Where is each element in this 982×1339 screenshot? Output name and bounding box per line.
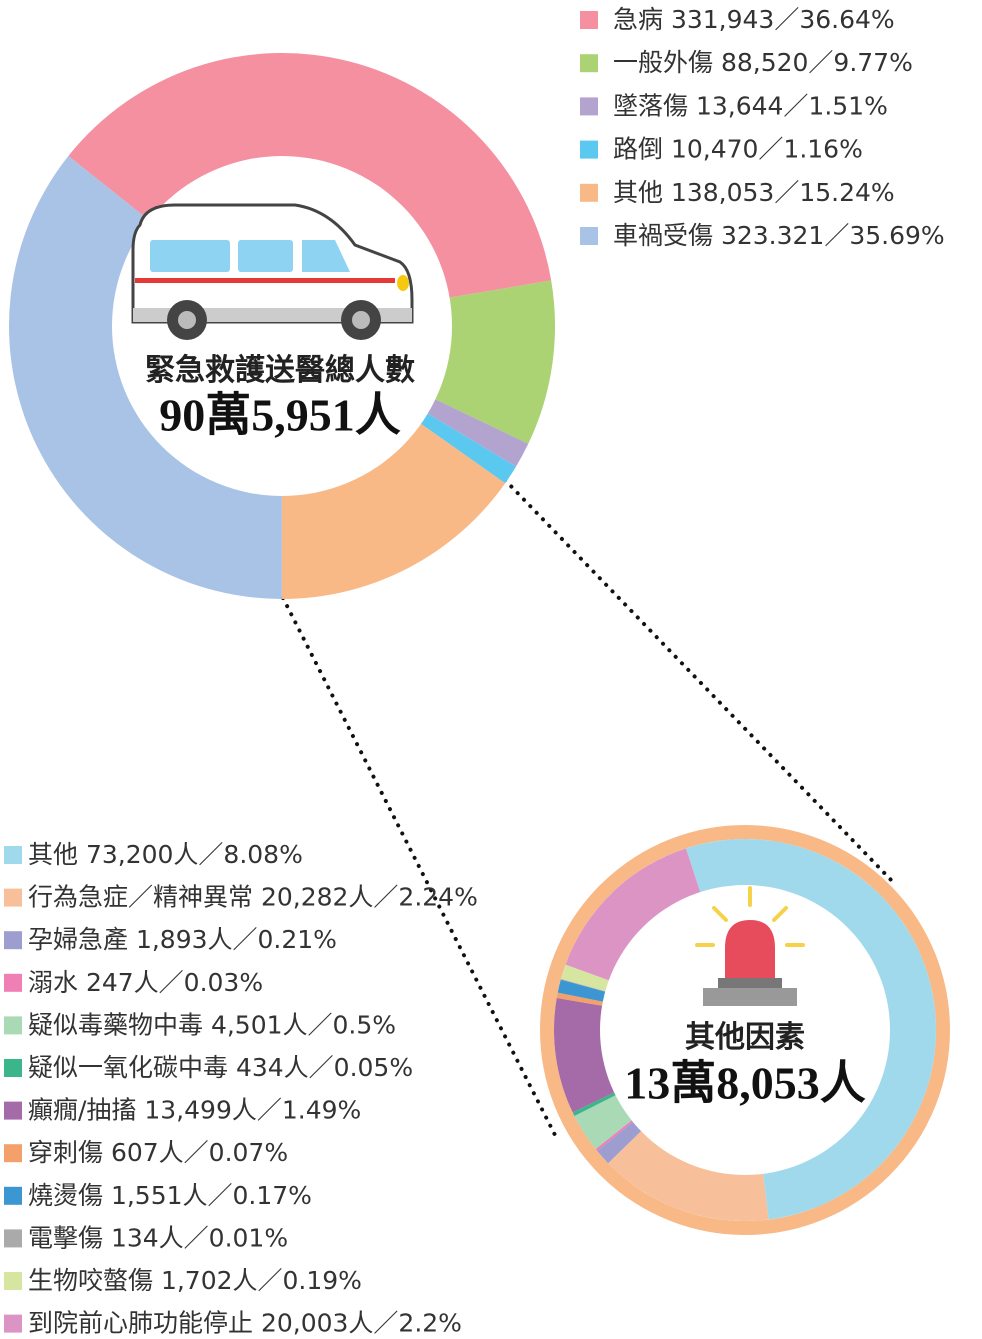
legend-label: 溺水 247人／0.03%	[28, 968, 263, 997]
legend-swatch	[580, 11, 598, 29]
legend-label: 疑似一氧化碳中毒 434人／0.05%	[28, 1053, 413, 1082]
legend-label: 孕婦急產 1,893人／0.21%	[28, 925, 337, 954]
center-total: 90萬5,951人	[159, 390, 401, 441]
legend-swatch	[4, 1229, 22, 1247]
legend-label: 路倒 10,470／1.16%	[613, 135, 863, 164]
legend-label: 疑似毒藥物中毒 4,501人／0.5%	[28, 1010, 396, 1039]
legend-swatch	[4, 1272, 22, 1290]
legend-swatch	[580, 97, 598, 115]
legend-label: 穿刺傷 607人／0.07%	[28, 1138, 288, 1167]
center-title: 緊急救護送醫總人數	[145, 353, 415, 387]
legend-swatch	[580, 227, 598, 245]
legend-label: 癲癇/抽搐 13,499人／1.49%	[28, 1096, 361, 1125]
legend-label: 其他 73,200人／8.08%	[28, 840, 303, 869]
legend-swatch	[4, 846, 22, 864]
legend-swatch	[4, 931, 22, 949]
legend-label: 電擊傷 134人／0.01%	[28, 1223, 288, 1252]
legend-swatch	[4, 1187, 22, 1205]
legend-swatch	[4, 1315, 22, 1333]
legend-label: 生物咬螫傷 1,702人／0.19%	[28, 1266, 362, 1295]
legend-label: 其他 138,053／15.24%	[613, 178, 895, 207]
legend-swatch	[580, 54, 598, 72]
legend-swatch	[4, 1144, 22, 1162]
legend-swatch	[4, 1016, 22, 1034]
connector	[505, 480, 893, 882]
legend-label: 急病 331,943／36.64%	[613, 5, 895, 34]
legend-swatch	[4, 889, 22, 907]
legend-label: 車禍受傷 323.321／35.69%	[613, 221, 945, 250]
legend-label: 一般外傷 88,520／9.77%	[613, 48, 913, 77]
legend-swatch	[580, 184, 598, 202]
legend-swatch	[4, 1059, 22, 1077]
center-title: 其他因素	[685, 1021, 805, 1054]
legend-label: 行為急症／精神異常 20,282人／2.24%	[28, 883, 478, 912]
legend-label: 墜落傷 13,644／1.51%	[613, 91, 888, 120]
legend-swatch	[4, 1102, 22, 1120]
center-total: 13萬8,053人	[624, 1058, 866, 1109]
legend-swatch	[580, 141, 598, 159]
legend-swatch	[4, 974, 22, 992]
infographic: 緊急救護送醫總人數 90萬5,951人 其他因素 13萬8,053人 急病 33…	[0, 0, 982, 1339]
legend-label: 燒燙傷 1,551人／0.17%	[28, 1181, 312, 1210]
legend-label: 到院前心肺功能停止 20,003人／2.2%	[28, 1309, 462, 1338]
